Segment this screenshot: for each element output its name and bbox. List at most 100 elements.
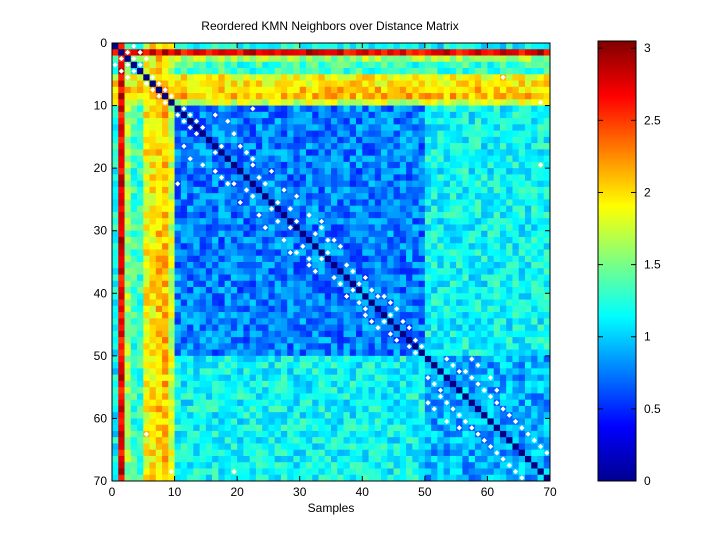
matrix-cell bbox=[356, 230, 363, 238]
matrix-cell bbox=[331, 474, 338, 482]
matrix-cell bbox=[543, 186, 551, 194]
matrix-cell bbox=[374, 305, 382, 313]
matrix-cell bbox=[312, 399, 319, 407]
matrix-cell bbox=[143, 399, 150, 407]
matrix-cell bbox=[274, 268, 282, 275]
neighbor-marker bbox=[250, 156, 256, 162]
matrix-cell bbox=[324, 330, 332, 338]
matrix-cell bbox=[187, 443, 194, 451]
matrix-cell bbox=[268, 74, 276, 81]
matrix-cell bbox=[243, 424, 251, 432]
matrix-cell bbox=[124, 399, 132, 407]
matrix-cell bbox=[205, 124, 213, 131]
matrix-cell bbox=[299, 186, 307, 194]
matrix-cell bbox=[399, 455, 407, 463]
matrix-cell bbox=[437, 255, 445, 263]
matrix-cell bbox=[312, 474, 319, 482]
matrix-cell bbox=[262, 86, 269, 94]
matrix-cell bbox=[230, 105, 238, 113]
matrix-cell bbox=[487, 280, 495, 288]
matrix-cell bbox=[387, 337, 394, 344]
matrix-cell bbox=[543, 118, 551, 125]
matrix-cell bbox=[324, 399, 332, 407]
neighbor-marker bbox=[156, 81, 162, 87]
matrix-cell bbox=[406, 474, 413, 482]
matrix-cell bbox=[230, 449, 238, 457]
matrix-cell bbox=[255, 111, 263, 119]
matrix-cell bbox=[118, 105, 125, 113]
matrix-cell bbox=[305, 149, 313, 157]
matrix-cell bbox=[205, 130, 213, 138]
matrix-cell bbox=[318, 405, 326, 413]
matrix-cell bbox=[255, 474, 263, 482]
matrix-cell bbox=[531, 49, 538, 56]
matrix-cell bbox=[437, 68, 445, 75]
matrix-cell bbox=[124, 349, 132, 357]
matrix-cell bbox=[399, 337, 407, 344]
matrix-cell bbox=[324, 130, 332, 138]
matrix-cell bbox=[124, 255, 132, 263]
matrix-cell bbox=[324, 155, 332, 163]
matrix-cell bbox=[456, 143, 463, 150]
matrix-cell bbox=[318, 430, 326, 438]
matrix-cell bbox=[280, 136, 288, 144]
matrix-cell bbox=[506, 149, 513, 157]
matrix-cell bbox=[449, 243, 457, 250]
matrix-cell bbox=[287, 99, 294, 106]
matrix-cell bbox=[243, 130, 251, 138]
matrix-cell bbox=[187, 193, 194, 200]
matrix-cell bbox=[174, 280, 182, 288]
matrix-cell bbox=[193, 99, 200, 106]
matrix-cell bbox=[449, 393, 457, 401]
matrix-cell bbox=[224, 293, 232, 300]
matrix-cell bbox=[524, 374, 532, 382]
matrix-cell bbox=[249, 430, 257, 438]
matrix-cell bbox=[343, 149, 351, 157]
matrix-cell bbox=[374, 349, 382, 357]
matrix-cell bbox=[305, 312, 313, 319]
matrix-cell bbox=[418, 312, 426, 319]
matrix-cell bbox=[268, 161, 276, 169]
matrix-cell bbox=[481, 80, 488, 88]
matrix-cell bbox=[387, 355, 394, 363]
matrix-cell bbox=[299, 280, 307, 288]
matrix-cell bbox=[449, 318, 457, 325]
matrix-cell bbox=[224, 349, 232, 357]
matrix-cell bbox=[174, 249, 182, 257]
matrix-cell bbox=[149, 430, 157, 438]
matrix-cell bbox=[218, 205, 226, 213]
matrix-cell bbox=[249, 274, 257, 282]
matrix-cell bbox=[393, 324, 401, 332]
matrix-cell bbox=[268, 418, 276, 426]
matrix-cell bbox=[118, 443, 125, 451]
matrix-cell bbox=[255, 180, 263, 188]
matrix-cell bbox=[518, 368, 526, 376]
matrix-cell bbox=[337, 368, 344, 376]
matrix-cell bbox=[506, 468, 513, 476]
matrix-cell bbox=[531, 118, 538, 125]
matrix-cell bbox=[293, 80, 301, 88]
matrix-cell bbox=[462, 236, 470, 244]
matrix-cell bbox=[493, 99, 501, 106]
matrix-cell bbox=[230, 168, 238, 175]
matrix-cell bbox=[268, 368, 276, 376]
matrix-cell bbox=[524, 149, 532, 157]
matrix-cell bbox=[218, 55, 226, 63]
matrix-cell bbox=[305, 68, 313, 75]
matrix-cell bbox=[531, 287, 538, 294]
matrix-cell bbox=[524, 74, 532, 81]
matrix-cell bbox=[255, 161, 263, 169]
matrix-cell bbox=[449, 355, 457, 363]
matrix-cell bbox=[349, 174, 357, 182]
matrix-cell bbox=[418, 424, 426, 432]
matrix-cell bbox=[180, 243, 188, 250]
matrix-cell bbox=[305, 318, 313, 325]
matrix-cell bbox=[180, 318, 188, 325]
matrix-cell bbox=[462, 449, 470, 457]
matrix-cell bbox=[343, 412, 351, 419]
matrix-cell bbox=[481, 305, 488, 313]
matrix-cell bbox=[180, 443, 188, 451]
matrix-cell bbox=[343, 186, 351, 194]
matrix-cell bbox=[174, 186, 182, 194]
matrix-cell bbox=[431, 74, 438, 81]
